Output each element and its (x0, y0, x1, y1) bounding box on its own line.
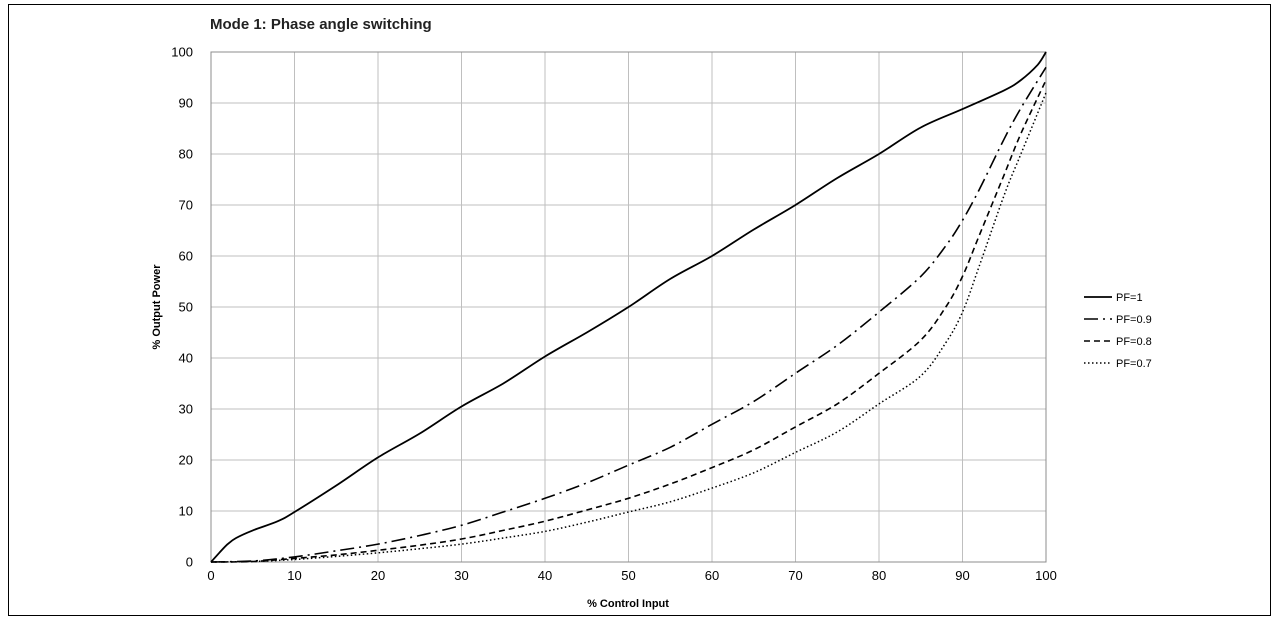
y-tick-label: 40 (179, 351, 193, 366)
chart-title: Mode 1: Phase angle switching (210, 16, 432, 33)
plot-area-border (210, 51, 1047, 563)
x-tick-label: 90 (955, 568, 969, 583)
y-tick-label: 70 (179, 198, 193, 213)
legend-label-pf-0-7: PF=0.7 (1116, 358, 1152, 370)
x-tick-label: 80 (872, 568, 886, 583)
chart-frame (8, 4, 1271, 616)
y-tick-label: 100 (171, 45, 193, 60)
y-tick-label: 20 (179, 453, 193, 468)
series-line-pf-0-8 (210, 79, 1047, 563)
y-tick-label: 80 (179, 147, 193, 162)
legend-label-pf-0-8: PF=0.8 (1116, 336, 1152, 348)
y-tick-label: 10 (179, 504, 193, 519)
x-tick-label: 40 (538, 568, 552, 583)
y-tick-label: 90 (179, 96, 193, 111)
x-tick-label: 70 (788, 568, 802, 583)
legend-label-pf-0-9: PF=0.9 (1116, 314, 1152, 326)
series-line-pf-1 (210, 51, 1047, 563)
y-tick-label: 50 (179, 300, 193, 315)
x-tick-label: 50 (621, 568, 635, 583)
x-tick-label: 20 (371, 568, 385, 583)
tick-labels: 0 10 20 30 40 50 60 70 80 90 100 0 10 20 30 40 50 60 70 80 9… (171, 45, 1057, 584)
y-axis-label: % Output Power (151, 264, 163, 350)
x-tick-label: 0 (207, 568, 214, 583)
x-tick-label: 30 (454, 568, 468, 583)
legend-label-pf-1: PF=1 (1116, 292, 1143, 304)
y-tick-label: 0 (186, 555, 193, 570)
x-axis-label: % Control Input (587, 598, 669, 610)
series-line-pf-0-9 (210, 66, 1047, 563)
x-tick-label: 10 (287, 568, 301, 583)
series-lines (210, 51, 1047, 563)
legend: PF=1 PF=0.9 PF=0.8 PF=0.7 (1084, 292, 1152, 370)
y-tick-label: 60 (179, 249, 193, 264)
x-tick-label: 100 (1035, 568, 1057, 583)
x-tick-label: 60 (705, 568, 719, 583)
grid (210, 51, 1047, 563)
y-tick-label: 30 (179, 402, 193, 417)
